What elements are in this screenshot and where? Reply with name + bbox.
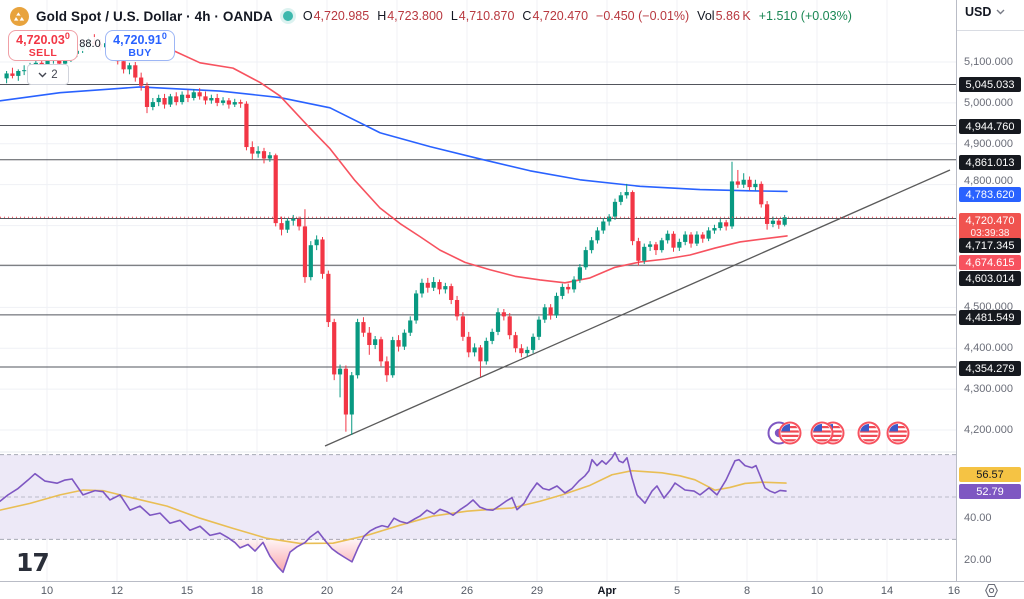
price-badge: 4,674.615	[959, 255, 1021, 270]
rsi-pane	[0, 454, 956, 573]
volume-change-value: +1.510 (+0.03%)	[758, 9, 852, 23]
economic-event-markers[interactable]	[767, 421, 910, 445]
time-axis-label: 10	[810, 585, 824, 597]
time-axis-label: 26	[460, 585, 474, 597]
legend-collapse-toggle[interactable]: 2	[27, 64, 69, 85]
spread-value: 88.0	[76, 37, 104, 51]
price-badge: 56.57	[959, 467, 1021, 482]
rsi-oversold-fill	[230, 539, 308, 573]
time-axis-label: 20	[320, 585, 334, 597]
price-axis-label: 20.00	[964, 554, 992, 566]
price-badge: 4,783.620	[959, 187, 1021, 202]
us-flag-event-icon[interactable]	[778, 421, 802, 445]
red-moving-average-line	[167, 47, 788, 284]
rsi-oversold-fill	[324, 539, 363, 562]
low-value: 4,710.870	[458, 9, 515, 23]
price-axis-label: 4,300.000	[964, 383, 1013, 395]
price-axis-label: 40.00	[964, 512, 992, 524]
gold-instrument-logo-icon	[10, 6, 29, 26]
buy-button-label: BUY	[128, 46, 152, 59]
price-badge: 4,720.470 03:39:38	[959, 213, 1021, 240]
price-badge: 4,944.760	[959, 119, 1021, 134]
high-value: 4,723.800	[387, 9, 443, 23]
sell-button-label: SELL	[28, 46, 58, 59]
price-badge: 5,045.033	[959, 77, 1021, 92]
us-flag-event-icon[interactable]	[886, 421, 910, 445]
time-axis-label: 18	[250, 585, 264, 597]
candlestick-series	[4, 34, 787, 435]
time-axis-label: 24	[390, 585, 404, 597]
price-axis-label: 4,800.000	[964, 175, 1013, 187]
tradingview-logo-icon: 17	[16, 548, 50, 577]
price-badge: 4,717.345	[959, 238, 1021, 253]
rsi-line	[0, 451, 787, 574]
time-axis-label: 16	[947, 585, 961, 597]
volume-value: 5.86 K	[715, 9, 751, 23]
price-axis-label: 4,400.000	[964, 342, 1013, 354]
time-axis-label: 10	[40, 585, 54, 597]
time-axis-label: 12	[110, 585, 124, 597]
price-axis-label: 4,900.000	[964, 138, 1013, 150]
us-flag-event-icon[interactable]	[857, 421, 881, 445]
price-axis-label: 4,200.000	[964, 424, 1013, 436]
ohlc-values: O 4,720.985 H 4,723.800 L 4,710.870 C 4,720.…	[302, 9, 852, 23]
symbol-legend: Gold Spot / U.S. Dollar · 4h · OANDA O 4,…	[10, 5, 852, 27]
time-axis-label: 15	[180, 585, 194, 597]
market-status-icon[interactable]	[282, 11, 293, 21]
close-value: 4,720.470	[532, 9, 589, 23]
currency-label: USD	[965, 5, 992, 19]
chevron-down-icon	[996, 9, 1005, 15]
time-axis-label: 29	[530, 585, 544, 597]
price-axis-label: 5,100.000	[964, 56, 1013, 68]
chart-canvas[interactable]	[0, 0, 956, 581]
scale-settings-icon[interactable]	[984, 583, 999, 599]
chevron-down-icon	[38, 72, 47, 77]
price-badge: 52.79	[959, 484, 1021, 499]
blue-moving-average-line	[0, 86, 788, 193]
symbol-title[interactable]: Gold Spot / U.S. Dollar · 4h · OANDA	[36, 8, 273, 24]
change-value: −0.450 (−0.01%)	[596, 9, 690, 23]
time-axis-label: Apr	[597, 585, 617, 597]
time-axis-label: 8	[743, 585, 751, 597]
open-value: 4,720.985	[313, 9, 370, 23]
collapsed-indicator-count: 2	[51, 68, 58, 81]
currency-selector[interactable]: USD	[965, 5, 1005, 19]
price-badge: 4,603.014	[959, 271, 1021, 286]
horizontal-gridlines	[0, 61, 956, 431]
sell-button[interactable]: 4,720.030 SELL	[8, 30, 78, 61]
time-axis-label: 5	[673, 585, 681, 597]
rsi-moving-average-line	[0, 469, 787, 545]
price-badge: 4,354.279	[959, 361, 1021, 376]
price-badge: 4,481.549	[959, 310, 1021, 325]
horizontal-price-lines[interactable]	[0, 83, 956, 368]
price-axis[interactable]: USD 5,100.000 5,000.000 4,900.000 4,800.000…	[956, 0, 1024, 599]
axis-separator	[957, 30, 1024, 31]
time-axis-label: 14	[880, 585, 894, 597]
price-badge: 4,861.013	[959, 155, 1021, 170]
us-flag-event-icon[interactable]	[810, 421, 834, 445]
price-axis-label: 5,000.000	[964, 97, 1013, 109]
ascending-trendline[interactable]	[324, 169, 951, 447]
countdown-timer: 03:39:38	[970, 227, 1010, 239]
buy-button[interactable]: 4,720.910 BUY	[105, 30, 175, 61]
time-axis[interactable]: 10 12 15 18 20 24 26 29 Apr 5 8 10 14 16	[0, 581, 1024, 599]
